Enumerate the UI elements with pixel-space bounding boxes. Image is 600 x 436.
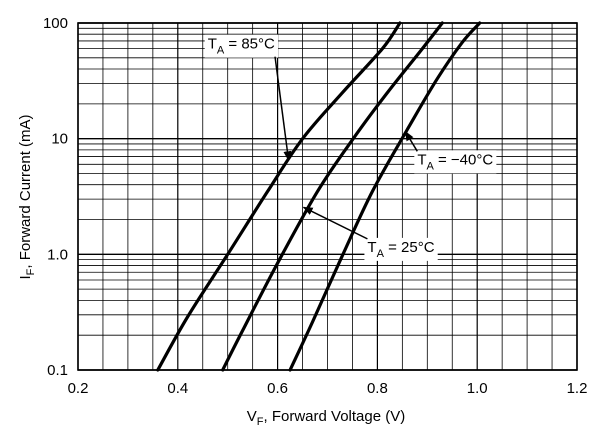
- leader-arrow: [404, 130, 418, 152]
- series-label: TA = −40°C: [417, 151, 493, 172]
- y-tick-label: 100: [43, 15, 68, 32]
- chart-grid: [77, 22, 578, 371]
- x-axis-label-main: V: [247, 408, 257, 425]
- x-tick-label: 0.2: [68, 380, 89, 397]
- x-tick-label: 1.0: [467, 380, 488, 397]
- y-tick-label: 1.0: [47, 246, 68, 263]
- series-annotation-1: TA = 25°C: [302, 206, 438, 261]
- series-line-1: [221, 21, 444, 372]
- plot-frame: [77, 22, 578, 371]
- x-tick-label: 1.2: [567, 380, 588, 397]
- series-annotations: TA = 85°C TA = 25°C TA = −40°C: [204, 34, 497, 261]
- leader-arrow: [302, 206, 368, 240]
- x-tick-label: 0.8: [367, 380, 388, 397]
- y-tick-label: 10: [51, 131, 68, 148]
- plot-border: [77, 22, 578, 371]
- x-axis-label: VF, Forward Voltage (V): [247, 408, 405, 428]
- y-tick-label: 0.1: [47, 362, 68, 379]
- leader-arrow: [274, 56, 292, 162]
- y-axis-label-sub: F: [25, 268, 37, 275]
- y-axis-label-rest: , Forward Current (mA): [17, 114, 34, 268]
- y-axis-label-main: I: [17, 275, 34, 279]
- y-axis-ticks: 0.1 1.0 10 100: [43, 15, 68, 379]
- series-annotation-2: TA = −40°C: [404, 130, 497, 174]
- chart-series: [156, 21, 482, 372]
- x-axis-ticks: 0.2 0.4 0.6 0.8 1.0 1.2: [68, 380, 588, 397]
- series-line-2: [288, 21, 482, 372]
- x-tick-label: 0.6: [267, 380, 288, 397]
- series-label: TA = 25°C: [367, 239, 434, 260]
- y-axis-label: IF, Forward Current (mA): [17, 114, 37, 279]
- x-axis-label-sub: F: [257, 416, 264, 428]
- label-background: [414, 150, 497, 174]
- x-tick-label: 0.4: [167, 380, 188, 397]
- series-label: TA = 85°C: [208, 36, 275, 57]
- label-background: [364, 237, 438, 261]
- series-annotation-0: TA = 85°C: [204, 34, 292, 162]
- label-background: [204, 34, 279, 58]
- series-line-0: [156, 21, 402, 372]
- x-axis-label-rest: , Forward Voltage (V): [264, 408, 406, 425]
